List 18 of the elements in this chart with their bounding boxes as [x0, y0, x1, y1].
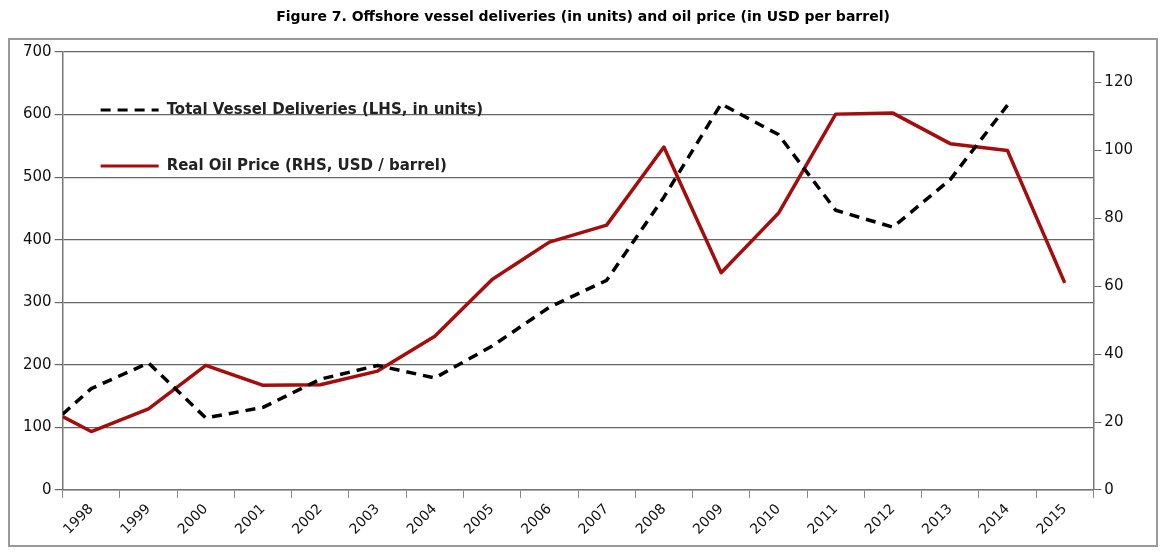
y-tick-label: 600 — [22, 104, 52, 123]
y2-tick-label: 80 — [1104, 208, 1124, 227]
chart-title: Figure 7. Offshore vessel deliveries (in units) and oil price (in USD per barrel) — [275, 8, 891, 24]
y2-tick-label: 120 — [1104, 72, 1134, 91]
y2-tick-label: 20 — [1104, 411, 1124, 430]
legend-label: Real Oil Price (RHS, USD / barrel) — [166, 155, 447, 174]
legend-label: Total Vessel Deliveries (LHS, in units) — [166, 99, 484, 118]
y-tick-label: 300 — [22, 292, 52, 311]
y2-tick-label: 0 — [1104, 479, 1114, 498]
y-tick-label: 400 — [22, 229, 52, 248]
y-tick-label: 500 — [22, 167, 52, 186]
y2-tick-label: 60 — [1104, 276, 1124, 295]
y2-tick-label: 100 — [1104, 140, 1134, 159]
y-tick-label: 0 — [42, 479, 52, 498]
y-tick-label: 100 — [22, 417, 52, 436]
y2-tick-label: 40 — [1104, 344, 1124, 363]
y-tick-label: 700 — [22, 41, 52, 60]
y-tick-label: 200 — [22, 354, 52, 373]
